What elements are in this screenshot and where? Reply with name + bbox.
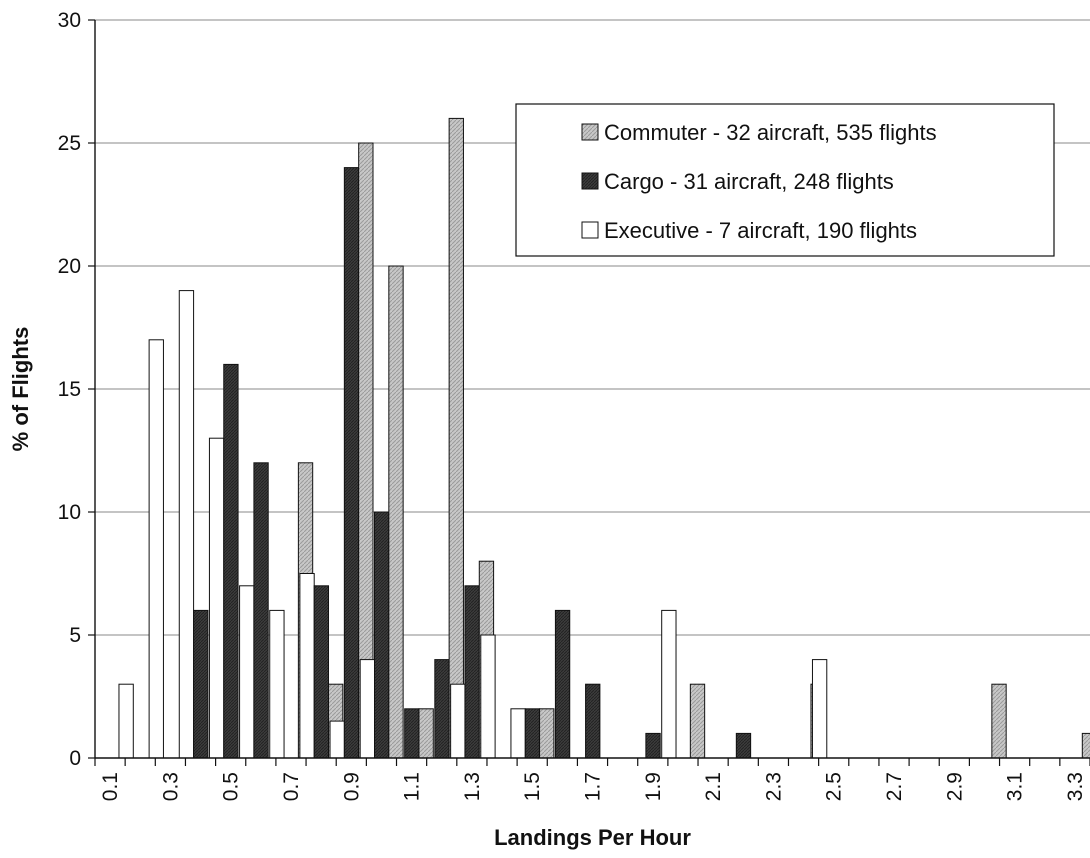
x-tick-label: 1.5 (521, 772, 544, 801)
y-tick-label: 0 (69, 747, 81, 770)
x-tick-label: 0.3 (159, 772, 182, 801)
x-tick-label: 1.1 (401, 772, 424, 801)
x-tick-label: 2.1 (702, 772, 725, 801)
bar-commuter (1081, 732, 1090, 759)
legend-swatch-executive (581, 221, 599, 239)
axes: 0 5 10 15 20 25 30 0.1 0.3 0.5 0.7 0.9 1.1 1.3 1.5 1.7 1… (58, 9, 1090, 801)
bar-commuter (448, 117, 464, 759)
legend-label-commuter: Commuter - 32 aircraft, 535 flights (604, 120, 937, 145)
x-tick-label: 2.9 (943, 772, 966, 801)
x-tick-label: 0.5 (220, 772, 243, 801)
bar-cargo (464, 585, 480, 759)
y-tick-label: 20 (58, 255, 81, 278)
bar-cargo (193, 609, 209, 759)
bar-cargo (253, 462, 269, 759)
legend-swatch-cargo (581, 172, 599, 190)
legend-label-executive: Executive - 7 aircraft, 190 flights (604, 218, 917, 243)
x-tick-label: 2.7 (883, 772, 906, 801)
bar-executive (450, 683, 466, 759)
legend-box (515, 103, 1055, 257)
bar-executive (178, 290, 195, 759)
legend-label-cargo: Cargo - 31 aircraft, 248 flights (604, 169, 894, 194)
bar-executive (118, 683, 134, 759)
y-tick-label: 10 (58, 501, 81, 524)
x-tick-label: 2.3 (762, 772, 785, 801)
x-axis-title: Landings Per Hour (494, 825, 691, 850)
bar-executive (299, 573, 315, 759)
y-tick-label: 15 (58, 378, 81, 401)
bar-commuter (388, 265, 404, 759)
bar-commuter (539, 708, 555, 759)
bar-cargo (343, 167, 360, 759)
legend: Commuter - 32 aircraft, 535 flights Cargo… (515, 103, 1055, 257)
y-tick-label: 5 (69, 624, 81, 647)
bar-cargo (585, 683, 601, 759)
bar-executive (329, 720, 345, 759)
y-axis-title: % of Flights (8, 327, 33, 452)
bar-cargo (434, 659, 450, 759)
bar-executive (239, 585, 255, 759)
bar-commuter (991, 683, 1007, 759)
bars (118, 117, 1090, 759)
bar-commuter (689, 683, 706, 759)
bar-executive (148, 339, 164, 759)
bar-cargo (524, 708, 541, 759)
x-tick-label: 3.1 (1004, 772, 1027, 801)
bar-executive (269, 609, 285, 759)
bar-executive (208, 437, 225, 759)
x-tick-label: 0.1 (99, 772, 122, 801)
x-tick-label: 0.9 (340, 772, 363, 801)
bar-executive (480, 634, 496, 759)
x-tick-label: 1.9 (642, 772, 665, 801)
bar-cargo (374, 511, 390, 759)
bar-executive (510, 708, 526, 759)
bar-cargo (735, 732, 752, 759)
x-tick-label: 2.5 (823, 772, 846, 801)
x-tick-label: 1.3 (461, 772, 484, 801)
x-tick-label: 1.7 (582, 772, 605, 801)
y-tick-label: 25 (58, 132, 81, 155)
bar-cargo (223, 363, 239, 759)
legend-swatch-commuter (581, 123, 599, 141)
x-tick-label: 0.7 (280, 772, 303, 801)
bar-executive (811, 659, 828, 759)
bar-cargo (313, 585, 330, 759)
bar-cargo (554, 609, 571, 759)
bar-commuter (418, 708, 434, 759)
x-tick-label: 3.3 (1064, 772, 1087, 801)
y-tick-label: 30 (58, 9, 81, 32)
bar-executive (661, 609, 677, 759)
bar-cargo (404, 708, 420, 759)
bar-cargo (645, 732, 661, 759)
bar-executive (359, 659, 375, 759)
